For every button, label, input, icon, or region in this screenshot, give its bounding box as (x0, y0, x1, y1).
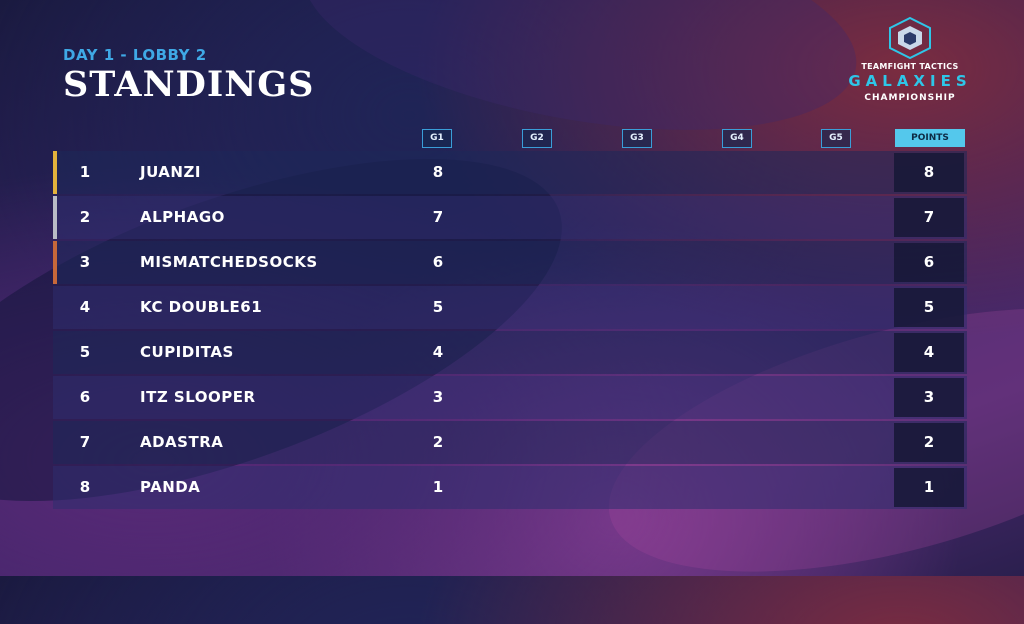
player-name: KC DOUBLE61 (140, 298, 263, 316)
rank: 1 (79, 163, 91, 181)
game-1-score: 2 (432, 433, 444, 451)
total-points: 3 (894, 378, 964, 417)
medal-bar (53, 151, 57, 194)
medal-bar (53, 421, 57, 464)
total-points: 7 (894, 198, 964, 237)
player-name: ADASTRA (140, 433, 224, 451)
total-points: 8 (894, 153, 964, 192)
lobby-subtitle: DAY 1 - LOBBY 2 (63, 46, 207, 64)
total-points: 4 (894, 333, 964, 372)
rank: 2 (79, 208, 91, 226)
logo-line-1: TEAMFIGHT TACTICS (861, 62, 959, 71)
game-1-score: 3 (432, 388, 444, 406)
game-1-score: 7 (432, 208, 444, 226)
game-1-score: 5 (432, 298, 444, 316)
rank: 4 (79, 298, 91, 316)
player-name: CUPIDITAS (140, 343, 234, 361)
standings-table: 1 JUANZI 8 8 2 ALPHAGO 7 7 3 MISMATCHEDS… (53, 151, 967, 511)
crest-icon (889, 16, 931, 60)
standings-row: 1 JUANZI 8 8 (53, 151, 967, 194)
rank: 5 (79, 343, 91, 361)
game-1-score: 6 (432, 253, 444, 271)
column-header-g4: G4 (722, 129, 752, 148)
standings-row: 3 MISMATCHEDSOCKS 6 6 (53, 241, 967, 284)
standings-row: 4 KC DOUBLE61 5 5 (53, 286, 967, 329)
medal-bar (53, 376, 57, 419)
player-name: PANDA (140, 478, 201, 496)
rank: 3 (79, 253, 91, 271)
player-name: ITZ SLOOPER (140, 388, 256, 406)
column-header-g3: G3 (622, 129, 652, 148)
championship-logo: TEAMFIGHT TACTICS GALAXIES CHAMPIONSHIP (835, 16, 985, 108)
player-name: ALPHAGO (140, 208, 225, 226)
game-1-score: 4 (432, 343, 444, 361)
column-header-g5: G5 (821, 129, 851, 148)
standings-row: 5 CUPIDITAS 4 4 (53, 331, 967, 374)
header: DAY 1 - LOBBY 2 STANDINGS (63, 46, 314, 104)
column-header-points: POINTS (895, 129, 965, 147)
standings-row: 7 ADASTRA 2 2 (53, 421, 967, 464)
column-header-g1: G1 (422, 129, 452, 148)
standings-row: 8 PANDA 1 1 (53, 466, 967, 509)
medal-bar (53, 331, 57, 374)
player-name: MISMATCHEDSOCKS (140, 253, 318, 271)
background-swoosh (286, 0, 874, 168)
total-points: 6 (894, 243, 964, 282)
rank: 7 (79, 433, 91, 451)
total-points: 1 (894, 468, 964, 507)
column-header-g2: G2 (522, 129, 552, 148)
medal-bar (53, 466, 57, 509)
game-1-score: 1 (432, 478, 444, 496)
standings-row: 2 ALPHAGO 7 7 (53, 196, 967, 239)
logo-line-3: CHAMPIONSHIP (864, 93, 956, 103)
medal-bar (53, 241, 57, 284)
medal-bar (53, 196, 57, 239)
total-points: 5 (894, 288, 964, 327)
medal-bar (53, 286, 57, 329)
logo-line-2: GALAXIES (848, 72, 972, 90)
player-name: JUANZI (140, 163, 201, 181)
standings-row: 6 ITZ SLOOPER 3 3 (53, 376, 967, 419)
game-1-score: 8 (432, 163, 444, 181)
rank: 6 (79, 388, 91, 406)
page-title: STANDINGS (63, 64, 315, 105)
total-points: 2 (894, 423, 964, 462)
rank: 8 (79, 478, 91, 496)
